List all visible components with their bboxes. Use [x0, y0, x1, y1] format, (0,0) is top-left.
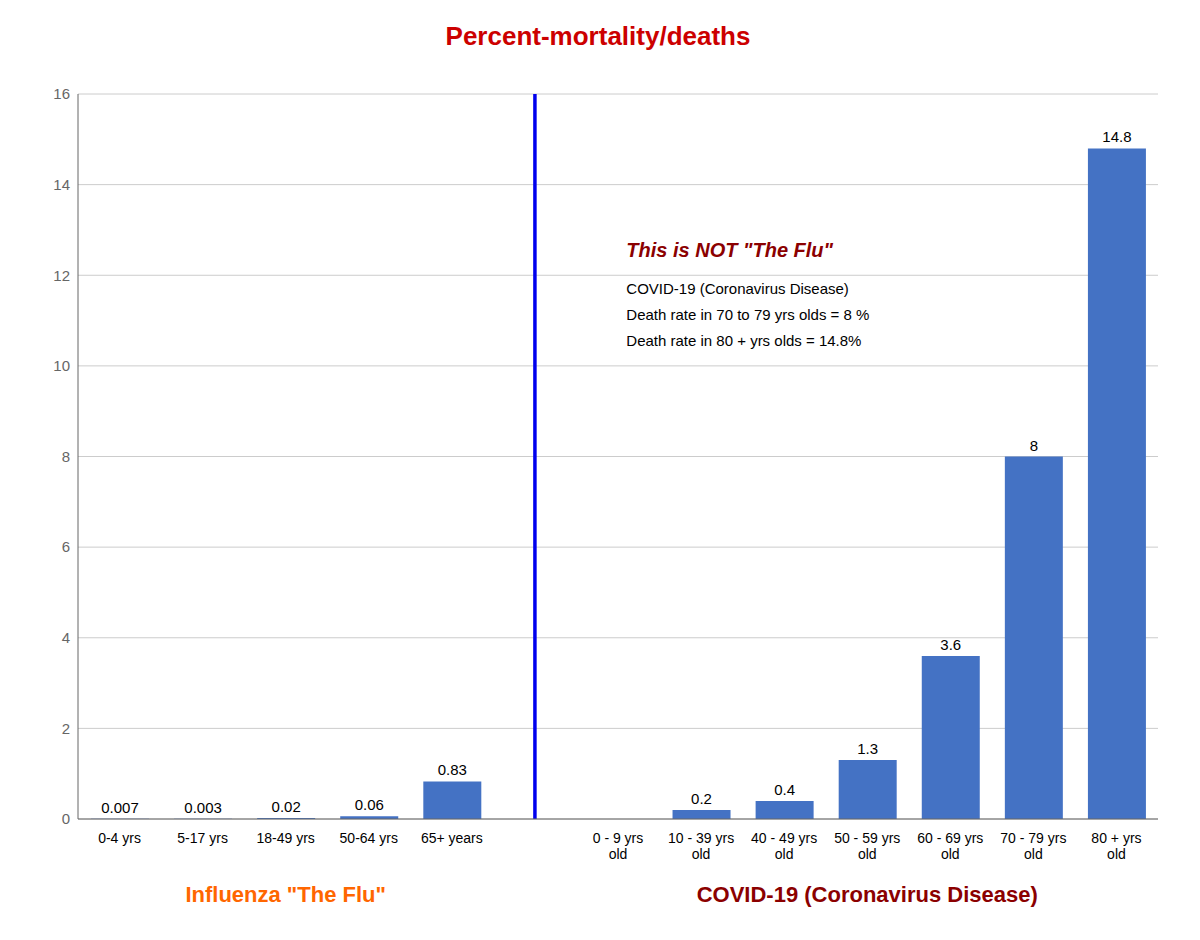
svg-text:50-64 yrs: 50-64 yrs [340, 830, 398, 846]
svg-text:10: 10 [53, 357, 70, 374]
svg-text:0 - 9 yrsold: 0 - 9 yrsold [593, 830, 644, 862]
svg-text:8: 8 [1030, 437, 1038, 454]
svg-text:10 - 39 yrsold: 10 - 39 yrsold [668, 830, 734, 862]
svg-text:16: 16 [53, 85, 70, 102]
svg-text:80 + yrsold: 80 + yrsold [1091, 830, 1141, 862]
svg-text:0: 0 [62, 810, 70, 827]
svg-text:18-49 yrs: 18-49 yrs [257, 830, 315, 846]
svg-text:6: 6 [62, 538, 70, 555]
svg-text:1.3: 1.3 [857, 740, 878, 757]
svg-text:70 - 79 yrsold: 70 - 79 yrsold [1000, 830, 1066, 862]
svg-text:0.83: 0.83 [438, 761, 467, 778]
svg-text:12: 12 [53, 267, 70, 284]
svg-text:0.02: 0.02 [272, 798, 301, 815]
svg-text:0.4: 0.4 [774, 781, 795, 798]
svg-text:5-17 yrs: 5-17 yrs [177, 830, 228, 846]
svg-text:4: 4 [62, 629, 70, 646]
svg-text:60 - 69 yrsold: 60 - 69 yrsold [917, 830, 983, 862]
svg-text:0.007: 0.007 [101, 799, 139, 816]
html-text:Percent-mortality/deaths: Percent-mortality/deaths [445, 21, 751, 51]
svg-text:0.2: 0.2 [691, 790, 712, 807]
svg-text:14: 14 [53, 176, 70, 193]
svg-text:65+ years: 65+ years [421, 830, 483, 846]
svg-text:0.003: 0.003 [184, 799, 222, 816]
svg-text:40 - 49 yrsold: 40 - 49 yrsold [751, 830, 817, 862]
svg-text:3.6: 3.6 [940, 636, 961, 653]
svg-text:0.06: 0.06 [355, 796, 384, 813]
html-text:This is NOT "The Flu": This is NOT "The Flu" [626, 239, 833, 261]
svg-text:14.8: 14.8 [1102, 128, 1131, 145]
svg-text:0-4 yrs: 0-4 yrs [98, 830, 141, 846]
html-text:Death rate in 80 + yrs olds =: Death rate in 80 + yrs olds = 14.8% [626, 332, 862, 349]
html-text:Death rate in 70 to 79 yrs old: Death rate in 70 to 79 yrs olds = 8 % [626, 306, 870, 323]
svg-text:50 - 59 yrsold: 50 - 59 yrsold [834, 830, 900, 862]
svg-text:8: 8 [62, 448, 70, 465]
html-text:COVID-19 (Coronavirus Disease): COVID-19 (Coronavirus Disease) [626, 280, 849, 297]
html-text:COVID-19 (Coronavirus Disease): COVID-19 (Coronavirus Disease) [696, 882, 1038, 907]
svg-text:2: 2 [62, 720, 70, 737]
html-text:Influenza "The Flu": Influenza "The Flu" [185, 882, 386, 907]
